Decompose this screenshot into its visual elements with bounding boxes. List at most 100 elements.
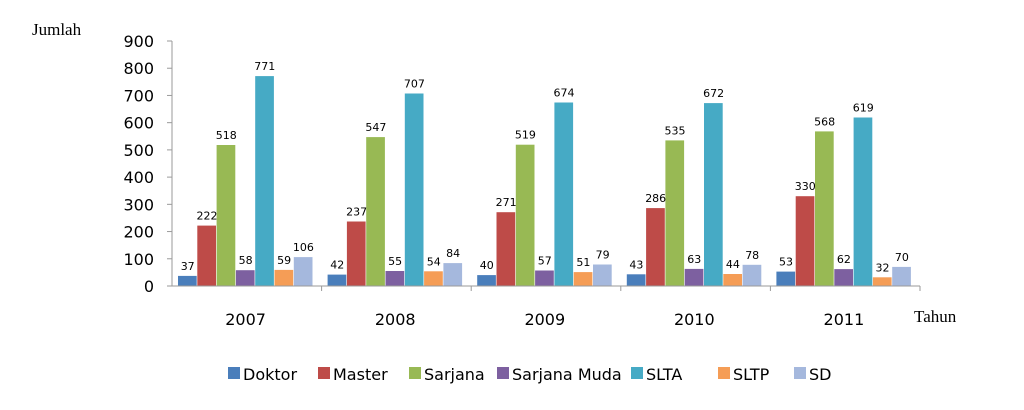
bar-sd-2008 bbox=[443, 263, 463, 286]
x-tick-label: 2010 bbox=[674, 310, 715, 329]
data-label: 40 bbox=[480, 259, 494, 272]
data-label: 78 bbox=[745, 249, 759, 262]
data-label: 32 bbox=[876, 261, 890, 274]
y-tick-label: 200 bbox=[123, 223, 154, 242]
bar-master-2010 bbox=[646, 208, 665, 286]
y-tick-label: 700 bbox=[123, 86, 154, 105]
data-label: 55 bbox=[388, 255, 402, 268]
bar-master-2009 bbox=[496, 212, 516, 286]
bar-slta-2011 bbox=[853, 117, 873, 286]
legend-swatch bbox=[718, 367, 730, 379]
bar-sd-2007 bbox=[293, 257, 313, 286]
bar-doktor-2007 bbox=[178, 275, 197, 286]
bar-slta-2008 bbox=[404, 93, 424, 286]
data-label: 37 bbox=[181, 260, 195, 273]
x-tick-label: 2011 bbox=[824, 310, 865, 329]
data-label: 51 bbox=[576, 256, 590, 269]
data-label: 43 bbox=[629, 258, 643, 271]
bar-sarjana-muda-2010 bbox=[684, 268, 704, 286]
legend-swatch bbox=[497, 367, 509, 379]
bar-sltp-2011 bbox=[872, 277, 892, 286]
bar-sarjana-2010 bbox=[665, 140, 685, 286]
bar-sarjana-2009 bbox=[515, 144, 535, 286]
bar-sd-2010 bbox=[742, 264, 762, 286]
data-label: 54 bbox=[427, 255, 441, 268]
data-label: 237 bbox=[346, 206, 367, 219]
bar-sltp-2008 bbox=[424, 271, 443, 286]
data-label: 84 bbox=[446, 247, 460, 260]
bar-doktor-2009 bbox=[477, 275, 496, 286]
y-tick-label: 100 bbox=[123, 250, 154, 269]
legend-label: Master bbox=[333, 365, 388, 384]
legend-label: SLTA bbox=[646, 365, 682, 384]
legend-label: Doktor bbox=[243, 365, 297, 384]
data-label: 519 bbox=[515, 129, 536, 142]
data-label: 62 bbox=[837, 253, 851, 266]
bars bbox=[178, 76, 911, 286]
legend-label: Sarjana Muda bbox=[512, 365, 622, 384]
x-axis-ticks: 2007 2008 2009 2010 2011 bbox=[225, 286, 921, 329]
legend: Doktor Master Sarjana Sarjana Muda SLTA SLTP S… bbox=[228, 365, 831, 384]
bar-doktor-2010 bbox=[626, 274, 646, 286]
y-tick-label: 900 bbox=[123, 32, 154, 51]
bar-sltp-2010 bbox=[723, 274, 742, 286]
data-label: 568 bbox=[814, 115, 835, 128]
y-tick-label: 500 bbox=[123, 141, 154, 160]
data-label: 547 bbox=[365, 121, 386, 134]
legend-swatch bbox=[631, 367, 643, 379]
bar-slta-2010 bbox=[704, 103, 723, 286]
bar-sarjana-2008 bbox=[366, 137, 385, 286]
bar-sarjana-2011 bbox=[815, 131, 834, 286]
bar-sarjana-muda-2011 bbox=[834, 269, 853, 286]
legend-label: Sarjana bbox=[424, 365, 485, 384]
data-label: 672 bbox=[703, 87, 724, 100]
y-tick-label: 300 bbox=[123, 195, 154, 214]
data-label: 58 bbox=[239, 254, 253, 267]
data-label: 57 bbox=[538, 255, 552, 268]
bar-slta-2009 bbox=[554, 102, 574, 286]
bar-sarjana-muda-2008 bbox=[385, 271, 405, 286]
data-label: 53 bbox=[779, 256, 793, 269]
bar-doktor-2011 bbox=[776, 271, 796, 286]
y-tick-label: 800 bbox=[123, 59, 154, 78]
y-axis-label: Jumlah bbox=[32, 20, 82, 39]
bar-sltp-2009 bbox=[573, 272, 593, 286]
y-axis-ticks: 0 100 200 300 400 500 600 700 800 900 bbox=[123, 32, 172, 296]
x-tick-label: 2009 bbox=[524, 310, 565, 329]
data-label: 619 bbox=[853, 102, 874, 115]
data-label: 286 bbox=[645, 192, 666, 205]
x-tick-label: 2007 bbox=[225, 310, 266, 329]
legend-label: SLTP bbox=[733, 365, 770, 384]
data-label: 707 bbox=[404, 78, 425, 91]
data-label: 59 bbox=[277, 254, 291, 267]
bar-master-2007 bbox=[197, 225, 216, 286]
legend-label: SD bbox=[809, 365, 831, 384]
data-label: 70 bbox=[895, 251, 909, 264]
bar-sltp-2007 bbox=[274, 269, 294, 286]
data-label: 518 bbox=[216, 129, 237, 142]
legend-swatch bbox=[318, 367, 330, 379]
data-label: 674 bbox=[554, 87, 575, 100]
legend-swatch bbox=[409, 367, 421, 379]
data-label: 106 bbox=[293, 241, 314, 254]
data-label: 222 bbox=[197, 210, 218, 223]
y-tick-label: 400 bbox=[123, 168, 154, 187]
bar-doktor-2008 bbox=[327, 274, 347, 286]
y-tick-label: 600 bbox=[123, 114, 154, 133]
data-label: 42 bbox=[330, 259, 344, 272]
bar-sd-2011 bbox=[892, 266, 911, 286]
legend-swatch bbox=[794, 367, 806, 379]
data-label: 63 bbox=[687, 253, 701, 266]
bar-sarjana-muda-2007 bbox=[235, 270, 255, 286]
data-label: 535 bbox=[665, 124, 686, 137]
x-tick-label: 2008 bbox=[375, 310, 416, 329]
bar-master-2011 bbox=[795, 196, 815, 286]
bar-master-2008 bbox=[346, 221, 366, 286]
bar-slta-2007 bbox=[255, 76, 274, 286]
data-label: 330 bbox=[795, 180, 816, 193]
data-label: 771 bbox=[254, 60, 275, 73]
data-label: 79 bbox=[596, 249, 610, 262]
y-tick-label: 0 bbox=[144, 277, 154, 296]
